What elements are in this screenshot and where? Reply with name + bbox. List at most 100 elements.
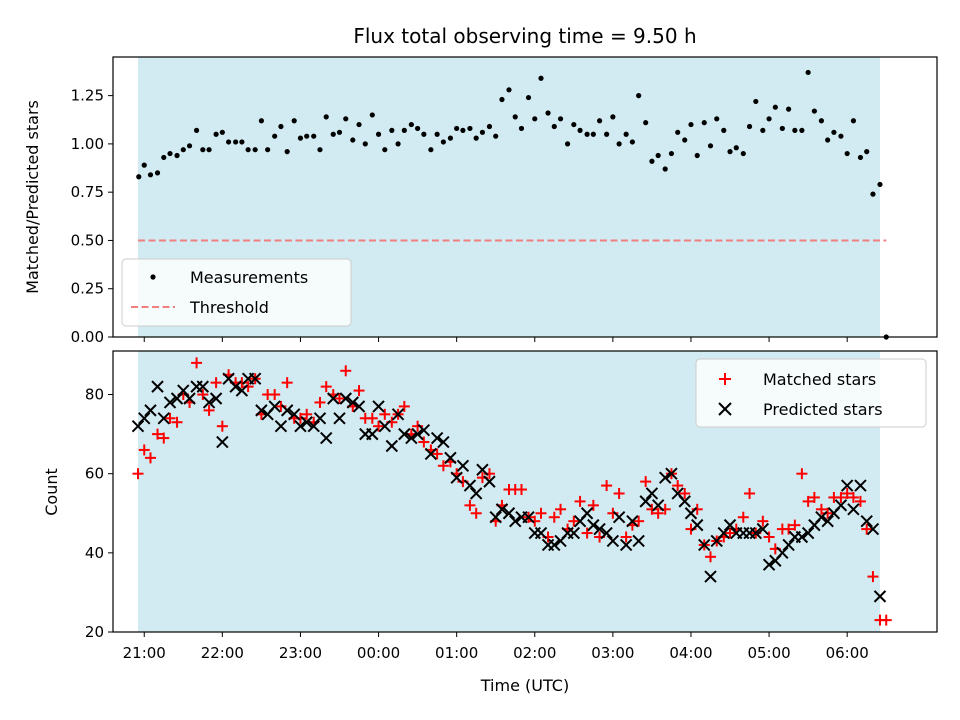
measurement-point xyxy=(512,114,518,120)
measurement-point xyxy=(161,154,167,161)
measurement-point xyxy=(245,147,251,153)
measurement-point xyxy=(389,127,395,133)
predicted-point xyxy=(776,546,789,560)
ratio-legend: Measurements Threshold xyxy=(121,258,352,327)
measurement-point xyxy=(421,131,427,137)
matched-point xyxy=(620,531,632,543)
predicted-point xyxy=(320,431,333,445)
predicted-point xyxy=(860,514,873,528)
predicted-point xyxy=(691,518,704,532)
measurement-point xyxy=(219,129,225,135)
y-tick-label: 0.50 xyxy=(71,231,104,249)
predicted-point xyxy=(327,392,340,405)
measurement-point xyxy=(362,141,368,147)
predicted-point xyxy=(834,499,848,512)
x-tick-label: 01:00 xyxy=(435,644,478,662)
predicted-point xyxy=(287,408,301,421)
matched-point xyxy=(587,499,599,511)
predicted-point xyxy=(476,463,489,476)
predicted-point xyxy=(385,439,399,453)
predicted-point xyxy=(209,392,223,405)
measurement-point xyxy=(538,75,544,81)
measurement-point xyxy=(636,93,642,99)
measurement-point xyxy=(428,147,434,153)
predicted-point xyxy=(723,518,737,532)
measurement-point xyxy=(701,120,707,126)
ratio-y-axis-label: Matched/Predicted stars xyxy=(23,100,42,294)
measurement-point xyxy=(525,94,532,101)
matched-point xyxy=(197,389,209,401)
measurement-point xyxy=(239,139,245,145)
matched-point xyxy=(216,420,228,432)
measurement-point xyxy=(662,166,668,172)
predicted-point xyxy=(138,412,151,425)
matched-point xyxy=(633,515,645,527)
predicted-point xyxy=(762,558,776,571)
predicted-point xyxy=(619,538,633,552)
measurement-point xyxy=(831,129,837,135)
predicted-point xyxy=(424,447,438,461)
predicted-point xyxy=(430,431,444,445)
x-tick-label: 05:00 xyxy=(747,644,790,662)
matched-point xyxy=(704,551,716,563)
measurement-point xyxy=(564,141,571,147)
matched-point xyxy=(379,408,391,420)
matched-point xyxy=(158,432,170,444)
predicted-point xyxy=(717,526,730,540)
measurement-point xyxy=(479,129,486,135)
matched-point xyxy=(191,357,203,369)
measurement-point xyxy=(330,131,336,137)
measurement-point xyxy=(440,139,446,145)
predicted-point xyxy=(352,400,366,413)
matched-point xyxy=(672,480,684,492)
measurement-point xyxy=(317,147,323,153)
predicted-point xyxy=(469,487,483,500)
predicted-point xyxy=(391,408,405,421)
matched-point xyxy=(581,527,593,539)
y-tick-label: 0.00 xyxy=(71,328,104,346)
predicted-point xyxy=(144,404,157,417)
matched-point xyxy=(470,507,482,519)
matched-point xyxy=(640,476,652,488)
measurement-point xyxy=(727,149,733,155)
measurement-point xyxy=(643,120,649,126)
predicted-point xyxy=(170,392,184,405)
matched-point xyxy=(861,523,873,535)
matched-point xyxy=(210,377,222,389)
measurement-point xyxy=(655,152,661,159)
matched-point xyxy=(835,491,847,503)
measurement-point xyxy=(590,131,596,137)
measurement-point xyxy=(460,127,466,133)
measurement-point xyxy=(629,139,635,145)
y-tick-label: 1.25 xyxy=(71,87,104,105)
predicted-point xyxy=(405,431,418,445)
measurement-point xyxy=(297,135,304,141)
measurement-point xyxy=(233,139,239,145)
predicted-point xyxy=(756,522,770,536)
measurement-point xyxy=(167,150,173,157)
predicted-point xyxy=(651,499,665,512)
predicted-point xyxy=(372,400,385,413)
matched-point xyxy=(418,436,430,448)
predicted-point xyxy=(866,522,880,536)
ratio-panel: 0.00 0.25 0.50 0.75 1.00 1.25 Matched/Predict… xyxy=(23,56,938,346)
predicted-point xyxy=(632,534,645,548)
predicted-point xyxy=(235,384,249,397)
measurement-point xyxy=(382,147,388,153)
measurement-point xyxy=(467,125,473,132)
matched-point xyxy=(724,527,736,539)
measurement-point xyxy=(857,154,864,161)
y-tick-label: 0.25 xyxy=(71,280,104,298)
measurements-legend-marker xyxy=(150,274,156,280)
predicted-point xyxy=(280,404,294,417)
predicted-point xyxy=(255,404,268,417)
matched-point xyxy=(652,507,664,519)
measurement-point xyxy=(746,123,753,130)
threshold-legend-label: Threshold xyxy=(189,298,269,317)
measurement-point xyxy=(753,98,759,105)
predicted-point xyxy=(411,427,424,441)
matched-point xyxy=(841,487,853,499)
predicted-point xyxy=(437,435,450,449)
matched-point xyxy=(568,515,580,527)
measurement-point xyxy=(141,162,147,168)
